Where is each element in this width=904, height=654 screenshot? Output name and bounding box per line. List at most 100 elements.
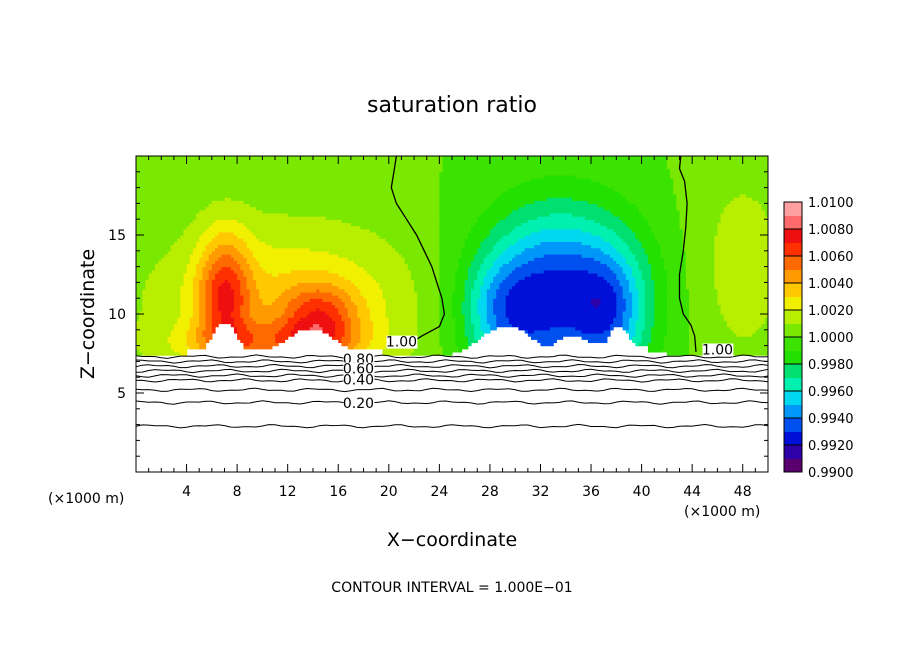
heatmap-cell [452,304,456,309]
heatmap-cell [154,345,159,350]
heatmap-cell [136,291,140,296]
heatmap-cell [537,332,542,337]
heatmap-cell [445,342,450,347]
heatmap-cell [584,326,589,331]
heatmap-cell [309,323,314,328]
heatmap-cell [429,351,434,356]
heatmap-cell [328,317,333,321]
heatmap-cell [496,295,500,299]
heatmap-cell [701,332,706,337]
heatmap-cell [458,339,463,344]
heatmap-cell [142,310,147,315]
heatmap-cell [600,323,605,328]
heatmap-cell [638,323,643,328]
heatmap-cell [480,301,485,306]
heatmap-cell [474,329,478,334]
heatmap-cell [692,326,696,331]
heatmap-cell [594,310,598,315]
heatmap-cell [452,345,456,350]
heatmap-cell [562,295,567,299]
heatmap-cell [515,295,519,299]
heatmap-cell [445,336,450,340]
heatmap-cell [556,317,561,321]
heatmap-cell [335,310,339,315]
heatmap-cell [161,291,166,296]
heatmap-cell [540,320,545,325]
heatmap-cell [259,329,263,334]
heatmap-cell [641,339,646,344]
heatmap-cell [673,304,677,309]
heatmap-cell [173,326,178,331]
heatmap-cell [189,291,194,296]
heatmap-cell [136,304,140,309]
heatmap-cell [294,291,298,296]
heatmap-cell [603,304,608,309]
heatmap-cell [761,291,766,296]
heatmap-cell [597,323,602,328]
heatmap-cell [360,345,365,350]
heatmap-cell [534,301,538,306]
heatmap-cell [562,323,567,328]
heatmap-cell [676,314,681,318]
heatmap-cell [148,336,153,340]
heatmap-cell [287,301,292,306]
heatmap-cell [455,320,459,325]
heatmap-cell [764,307,768,312]
heatmap-cell [215,295,219,299]
heatmap-cell [303,310,308,315]
heatmap-cell [211,295,216,299]
heatmap-cell [739,329,744,334]
heatmap-cell [711,291,715,296]
heatmap-cell [139,332,143,337]
heatmap-cell [240,304,245,309]
heatmap-cell [436,320,440,325]
heatmap-cell [572,326,576,331]
heatmap-cell [439,298,444,302]
heatmap-cell [531,320,535,325]
heatmap-cell [670,332,674,337]
heatmap-cell [679,301,684,306]
heatmap-cell [391,348,396,353]
heatmap-cell [136,345,140,350]
heatmap-cell [294,320,298,325]
heatmap-cell [540,304,545,309]
heatmap-cell [628,326,633,331]
heatmap-cell [651,326,655,331]
heatmap-cell [180,310,184,315]
heatmap-cell [720,339,725,344]
heatmap-cell [192,326,197,331]
heatmap-cell [354,320,358,325]
heatmap-cell [625,301,630,306]
heatmap-cell [685,298,690,302]
heatmap-cell [423,295,428,299]
heatmap-cell [363,336,368,340]
heatmap-cell [391,314,396,318]
heatmap-cell [730,291,734,296]
heatmap-cell [641,307,646,312]
heatmap-cell [682,339,687,344]
heatmap-cell [268,329,273,334]
heatmap-cell [312,323,317,328]
heatmap-cell [429,304,434,309]
heatmap-cell [328,320,333,325]
heatmap-cell [243,339,248,344]
heatmap-cell [426,320,431,325]
heatmap-cell [347,326,352,331]
heatmap-cell [749,295,753,299]
heatmap-cell [218,301,222,306]
heatmap-cell [521,301,526,306]
heatmap-cell [211,301,216,306]
heatmap-cell [164,339,169,344]
heatmap-cell [262,339,267,344]
heatmap-cell [676,345,681,350]
heatmap-cell [145,304,150,309]
heatmap-cell [151,317,156,321]
heatmap-cell [158,304,162,309]
heatmap-cell [515,310,519,315]
heatmap-cell [448,339,453,344]
heatmap-cell [654,345,658,350]
heatmap-cell [739,351,744,356]
heatmap-cell [549,336,554,340]
heatmap-cell [136,317,140,321]
heatmap-cell [385,298,390,302]
